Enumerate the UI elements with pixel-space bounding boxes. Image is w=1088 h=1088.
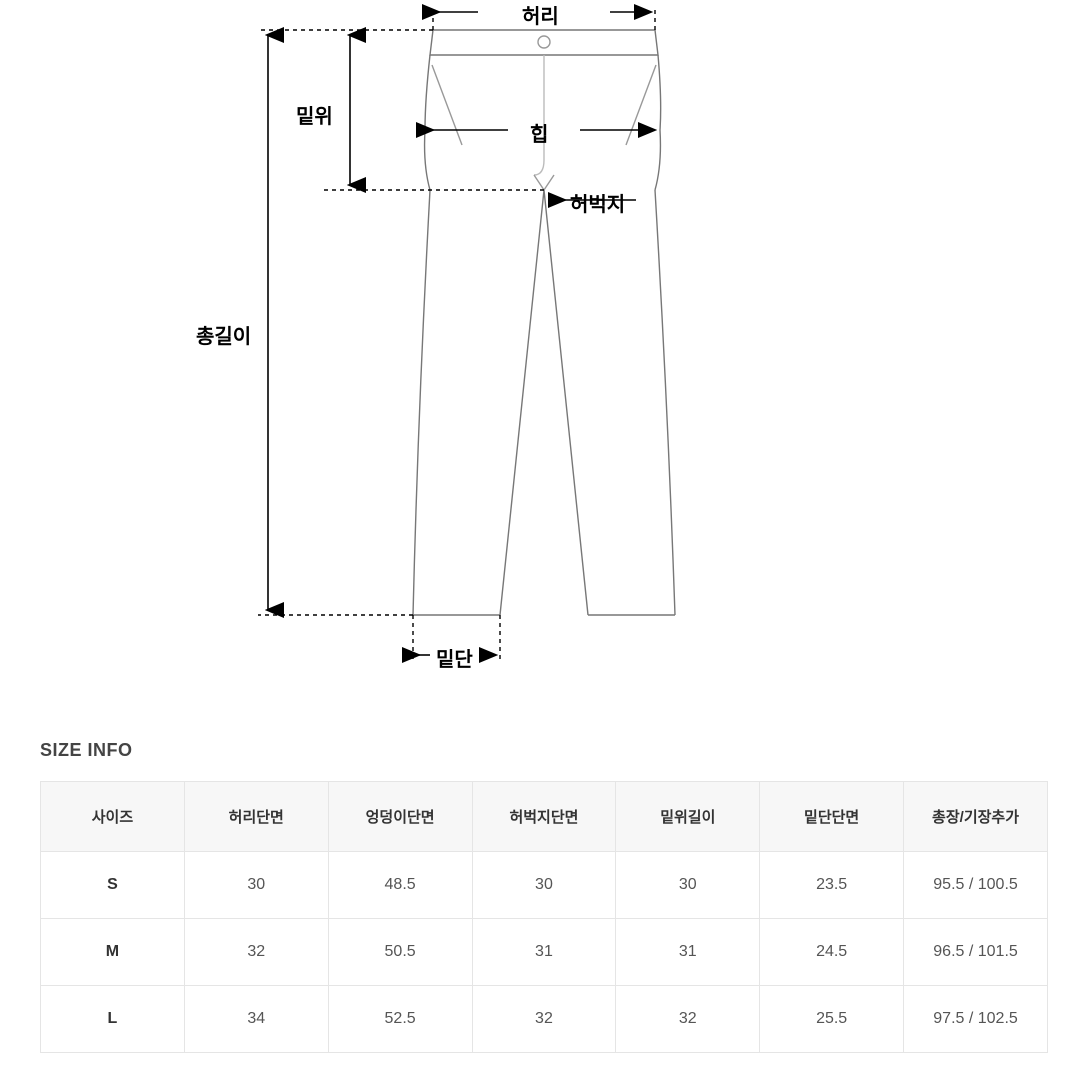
cell: 48.5 <box>328 852 472 919</box>
table-row: L 34 52.5 32 32 25.5 97.5 / 102.5 <box>41 986 1048 1053</box>
col-total: 총장/기장추가 <box>904 782 1048 852</box>
cell: 31 <box>616 919 760 986</box>
cell-size: L <box>41 986 185 1053</box>
table-row: S 30 48.5 30 30 23.5 95.5 / 100.5 <box>41 852 1048 919</box>
label-waist: 허리 <box>522 0 559 29</box>
col-hem: 밑단단면 <box>760 782 904 852</box>
col-hip: 엉덩이단면 <box>328 782 472 852</box>
col-rise: 밑위길이 <box>616 782 760 852</box>
cell: 25.5 <box>760 986 904 1053</box>
cell: 32 <box>184 919 328 986</box>
pants-svg <box>0 0 1088 700</box>
cell: 97.5 / 102.5 <box>904 986 1048 1053</box>
label-hem: 밑단 <box>436 643 473 672</box>
size-table: 사이즈 허리단면 엉덩이단면 허벅지단면 밑위길이 밑단단면 총장/기장추가 S… <box>40 781 1048 1053</box>
col-size: 사이즈 <box>41 782 185 852</box>
cell: 32 <box>472 986 616 1053</box>
cell-size: S <box>41 852 185 919</box>
table-row: M 32 50.5 31 31 24.5 96.5 / 101.5 <box>41 919 1048 986</box>
cell: 30 <box>616 852 760 919</box>
label-total: 총길이 <box>196 320 251 349</box>
cell: 95.5 / 100.5 <box>904 852 1048 919</box>
cell: 34 <box>184 986 328 1053</box>
cell: 24.5 <box>760 919 904 986</box>
cell: 23.5 <box>760 852 904 919</box>
cell: 32 <box>616 986 760 1053</box>
cell-size: M <box>41 919 185 986</box>
label-hip: 힙 <box>530 118 548 147</box>
col-waist: 허리단면 <box>184 782 328 852</box>
cell: 30 <box>472 852 616 919</box>
label-rise: 밑위 <box>296 100 333 129</box>
pants-diagram: 허리 힙 허벅지 밑위 총길이 밑단 <box>0 0 1088 700</box>
col-thigh: 허벅지단면 <box>472 782 616 852</box>
cell: 52.5 <box>328 986 472 1053</box>
table-header-row: 사이즈 허리단면 엉덩이단면 허벅지단면 밑위길이 밑단단면 총장/기장추가 <box>41 782 1048 852</box>
cell: 96.5 / 101.5 <box>904 919 1048 986</box>
label-thigh: 허벅지 <box>570 188 625 217</box>
cell: 31 <box>472 919 616 986</box>
cell: 30 <box>184 852 328 919</box>
cell: 50.5 <box>328 919 472 986</box>
size-info-title: SIZE INFO <box>40 740 1088 761</box>
